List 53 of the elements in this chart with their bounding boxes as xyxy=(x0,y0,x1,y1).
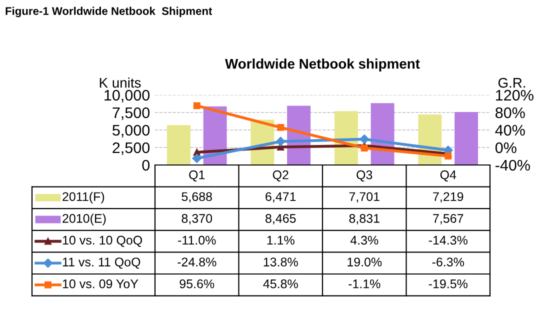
point xyxy=(276,136,286,146)
data-label: -6.3% xyxy=(432,258,464,266)
y-tick-label: 7,500 xyxy=(112,107,150,120)
data-label: 13.8% xyxy=(264,258,298,266)
point xyxy=(193,102,200,110)
x-tick-label: Q1 xyxy=(189,170,205,182)
point xyxy=(444,152,452,160)
data-label: 45.8% xyxy=(263,279,298,288)
y-axis-title: K units xyxy=(100,78,141,88)
point xyxy=(192,154,202,163)
legend-label: 10 vs. 09 YoY xyxy=(62,279,138,288)
data-label: 7,701 xyxy=(349,192,380,203)
legend-label: 2011(F) xyxy=(62,192,104,204)
data-label: 8,465 xyxy=(266,214,296,224)
x-tick-label: Q3 xyxy=(356,170,372,182)
data-label: -14.3% xyxy=(428,236,468,245)
data-label: 7,219 xyxy=(433,192,464,203)
legend-label: 10 vs. 10 QoQ xyxy=(62,236,142,247)
data-label: 4.3% xyxy=(350,236,378,245)
data-label: 5,688 xyxy=(182,192,212,203)
data-label: 7,567 xyxy=(433,214,464,224)
bar xyxy=(166,125,190,165)
y-tick-label: 10,000 xyxy=(104,90,150,102)
chart-title: Figure-1 Worldwide Netbook Shipment xyxy=(6,6,212,18)
point xyxy=(360,134,369,144)
data-label: 8,370 xyxy=(182,214,212,224)
y2-tick-label: -40% xyxy=(496,160,530,171)
data-label: 8,831 xyxy=(349,214,380,224)
x-tick-label: Q2 xyxy=(272,170,288,182)
y2-tick-label: 0% xyxy=(495,142,516,154)
y-tick-label: 2,500 xyxy=(112,142,150,155)
y2-axis-title: G.R. xyxy=(498,78,526,88)
legend-label: 11 vs. 11 QoQ xyxy=(62,258,140,269)
data-label: -19.5% xyxy=(428,279,468,288)
x-tick-label: Q4 xyxy=(440,170,456,182)
point xyxy=(360,144,368,152)
data-label: 6,471 xyxy=(266,192,296,203)
data-label: -24.8% xyxy=(178,258,216,266)
data-label: 1.1% xyxy=(267,236,294,245)
y2-tick-label: 80% xyxy=(496,107,525,118)
data-label: -1.1% xyxy=(348,279,380,288)
y-tick-label: 5,000 xyxy=(112,124,150,138)
y2-tick-label: 120% xyxy=(496,90,534,101)
y2-tick-label: 40% xyxy=(495,124,525,136)
data-label: -11.0% xyxy=(178,236,216,245)
point xyxy=(277,124,284,131)
chart-subtitle: Worldwide Netbook shipment xyxy=(225,58,420,72)
data-label: 95.6% xyxy=(180,279,214,288)
point xyxy=(193,148,200,156)
y-tick-label: 0 xyxy=(142,160,150,171)
data-label: 19.0% xyxy=(348,258,382,266)
bar xyxy=(454,112,478,165)
legend-label: 2010(E) xyxy=(62,214,106,226)
